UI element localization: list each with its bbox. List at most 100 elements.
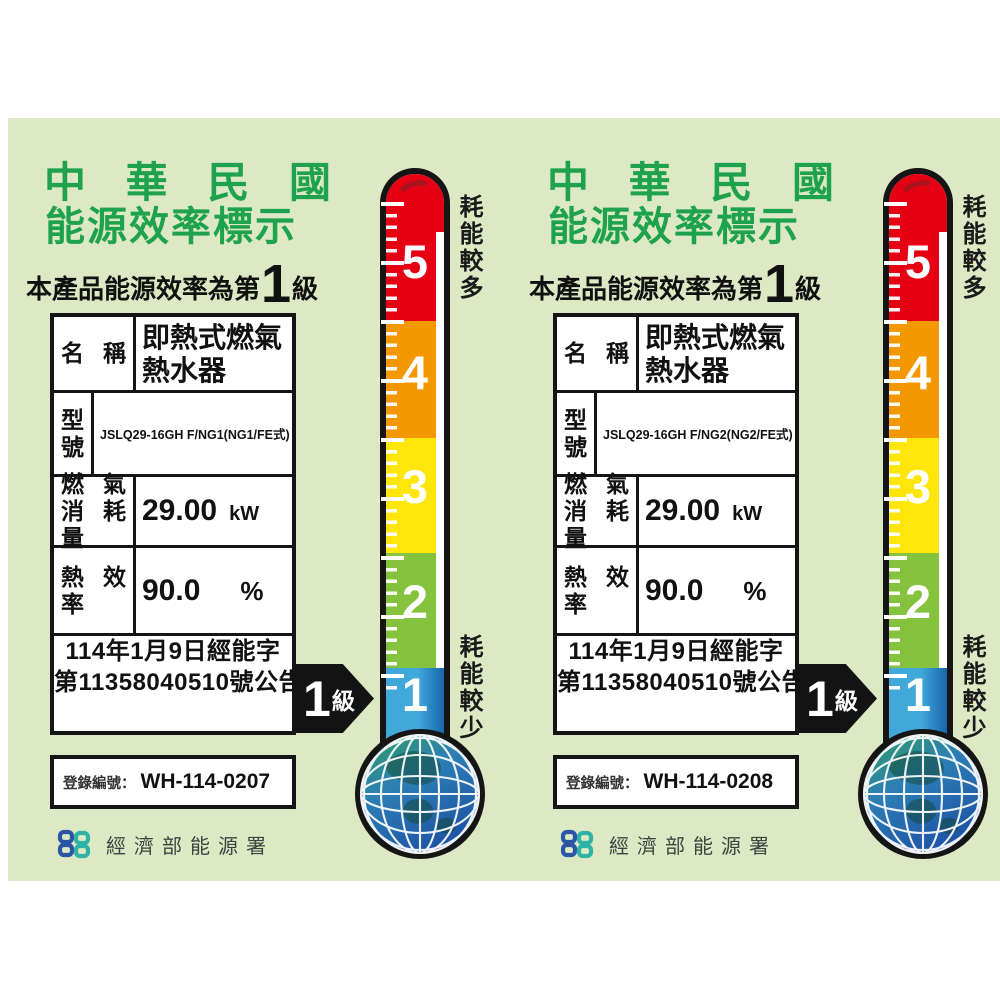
energy-administration-logo [560, 829, 594, 859]
grade-suffix: 級 [292, 274, 319, 304]
name-label: 名 稱 [61, 340, 126, 366]
announcement: 114年1月9日經能字 第11358040510號公告 [54, 636, 303, 731]
thermometer-tube: 5 4 3 2 1 [883, 168, 953, 768]
gas-label-line1: 燃 氣 [564, 470, 629, 497]
level-number-4: 4 [904, 346, 932, 399]
arrow-grade-number: 1 [806, 670, 834, 727]
tick-marks-long [884, 202, 907, 694]
caption-less-energy: 耗能較少 [455, 634, 482, 742]
eff-label: 熱效率 [61, 563, 126, 617]
country-title: 中 華 民 國 [44, 159, 346, 206]
energy-label-ng2: 中 華 民 國 能源效率標示 本產品能源效率為第 1 級 名 稱 即熱式燃氣 熱… [511, 118, 1000, 881]
efficiency-value: 90.0 [645, 573, 704, 607]
model-value-cell: JSLQ29-16GH F/NG2(NG2/FE式) [597, 393, 799, 474]
table-row-gas: 燃 氣 消耗量 29.00 kW [557, 471, 795, 551]
eff-label-cell: 熱效率 [54, 548, 136, 633]
level-number-5: 5 [904, 235, 932, 288]
level-number-1: 1 [904, 668, 932, 721]
gas-consumption-value: 29.00 [645, 494, 721, 527]
footer: 經濟部能源署 [56, 826, 274, 862]
grade-number: 1 [260, 254, 292, 314]
level-number-1: 1 [401, 668, 429, 721]
announcement-line1: 114年1月9日經能字 [65, 638, 281, 665]
model-label: 型 號 [61, 406, 84, 460]
tick-marks-long [381, 202, 404, 694]
name-value-cell: 即熱式燃氣 熱水器 [136, 317, 292, 390]
caption-more-energy: 耗能較多 [958, 194, 985, 302]
label-header: 中 華 民 國 能源效率標示 [533, 159, 849, 249]
label-title: 能源效率標示 [45, 205, 297, 249]
level-number-2: 2 [401, 575, 429, 628]
gas-unit: kW [732, 503, 763, 525]
efficiency-value: 90.0 [142, 573, 201, 607]
spec-table: 名 稱 即熱式燃氣 熱水器 型 號 JSLQ29-16GH F/NG2(NG2/… [553, 313, 806, 735]
name-value-line1: 即熱式燃氣 [645, 321, 786, 353]
efficiency-unit: % [240, 575, 264, 606]
level-number-5: 5 [401, 235, 429, 288]
tube-highlight [939, 232, 947, 668]
globe-icon [349, 723, 491, 865]
energy-administration-logo [57, 829, 91, 859]
registration-box: 登錄編號： WH-114-0207 [50, 755, 296, 809]
name-value-line2: 熱水器 [645, 354, 730, 386]
grade-suffix: 級 [795, 274, 822, 304]
label-title: 能源效率標示 [548, 205, 800, 249]
agency-name: 經濟部能源署 [106, 835, 274, 858]
gas-value-cell: 29.00 kW [639, 477, 795, 545]
arrow-grade-number: 1 [303, 670, 331, 727]
announcement-line1: 114年1月9日經能字 [568, 638, 784, 665]
name-value-line1: 即熱式燃氣 [142, 321, 283, 353]
model-label-cell: 型 號 [557, 393, 597, 474]
table-row-model: 型 號 JSLQ29-16GH F/NG1(NG1/FE式) [54, 393, 292, 477]
thermometer-tube: 5 4 3 2 1 [380, 168, 450, 768]
caption-more-energy: 耗能較多 [455, 194, 482, 302]
efficiency-unit: % [743, 575, 767, 606]
gas-consumption-value: 29.00 [142, 494, 218, 527]
spec-table: 名 稱 即熱式燃氣 熱水器 型 號 JSLQ29-16GH F/NG1(NG1/… [50, 313, 303, 735]
table-row-announcement: 114年1月9日經能字 第11358040510號公告 [557, 636, 806, 731]
level-number-3: 3 [904, 460, 932, 513]
globe-icon [852, 723, 994, 865]
model-label-cell: 型 號 [54, 393, 94, 474]
level-number-3: 3 [401, 460, 429, 513]
grade-prefix: 本產品能源效率為第 [25, 274, 260, 304]
grade-statement: 本產品能源效率為第 1 級 [525, 254, 825, 314]
arrow-grade-suffix: 級 [834, 687, 858, 714]
grade-statement: 本產品能源效率為第 1 級 [22, 254, 322, 314]
table-row-gas: 燃 氣 消耗量 29.00 kW [54, 471, 292, 551]
country-title: 中 華 民 國 [547, 159, 849, 206]
table-row-efficiency: 熱效率 90.0 % [54, 548, 292, 636]
model-number: JSLQ29-16GH F/NG2(NG2/FE式) [603, 428, 793, 442]
gas-label-line2: 消耗量 [564, 497, 629, 551]
gas-label-line1: 燃 氣 [61, 470, 126, 497]
model-label: 型 號 [564, 406, 587, 460]
gas-label-line2: 消耗量 [61, 497, 126, 551]
label-header: 中 華 民 國 能源效率標示 [30, 159, 346, 249]
arrow-grade-suffix: 級 [331, 687, 355, 714]
grade-prefix: 本產品能源效率為第 [528, 274, 763, 304]
agency-name: 經濟部能源署 [609, 835, 777, 858]
tube-highlight [436, 232, 444, 668]
eff-label: 熱效率 [564, 563, 629, 617]
name-label-cell: 名 稱 [54, 317, 136, 390]
registration-number: WH-114-0208 [643, 770, 774, 793]
registration-label: 登錄編號： [63, 775, 136, 792]
eff-value-cell: 90.0 % [136, 548, 292, 633]
announcement: 114年1月9日經能字 第11358040510號公告 [557, 636, 806, 731]
model-number: JSLQ29-16GH F/NG1(NG1/FE式) [100, 428, 290, 442]
gas-label-cell: 燃 氣 消耗量 [557, 471, 639, 551]
table-row-model: 型 號 JSLQ29-16GH F/NG2(NG2/FE式) [557, 393, 795, 477]
name-label: 名 稱 [564, 340, 629, 366]
registration-label: 登錄編號： [566, 775, 639, 792]
registration-box: 登錄編號： WH-114-0208 [553, 755, 799, 809]
grade-number: 1 [763, 254, 795, 314]
registration-number: WH-114-0207 [140, 770, 271, 793]
table-row-name: 名 稱 即熱式燃氣 熱水器 [54, 317, 292, 393]
eff-value-cell: 90.0 % [639, 548, 795, 633]
model-value-cell: JSLQ29-16GH F/NG1(NG1/FE式) [94, 393, 296, 474]
caption-less-energy: 耗能較少 [958, 634, 985, 742]
level-number-2: 2 [904, 575, 932, 628]
level-number-4: 4 [401, 346, 429, 399]
name-value-cell: 即熱式燃氣 熱水器 [639, 317, 795, 390]
